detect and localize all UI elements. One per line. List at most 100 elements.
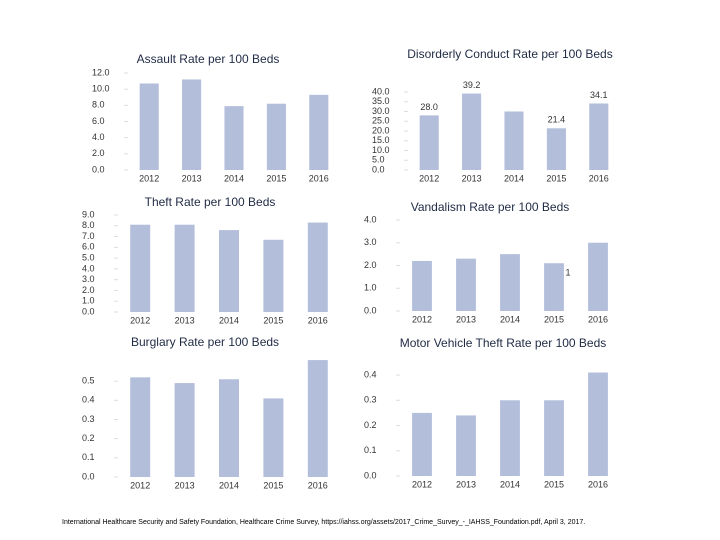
- x-tick-label: 2013: [456, 314, 476, 324]
- chart-title: Assault Rate per 100 Beds: [137, 52, 280, 66]
- y-tick-label: 0.0: [82, 306, 95, 316]
- y-tick-label: 4.0: [82, 263, 95, 273]
- x-tick-label: 2014: [219, 480, 239, 490]
- annotation: 1: [565, 268, 570, 278]
- y-tick-label: 9.0: [82, 209, 95, 219]
- y-tick-label: 0.0: [364, 470, 377, 480]
- x-tick-label: 2015: [263, 315, 283, 325]
- y-tick-label: 4.0: [92, 132, 105, 142]
- y-tick-label: 12.0: [92, 67, 110, 77]
- x-tick-label: 2015: [546, 173, 566, 183]
- x-tick-label: 2014: [500, 314, 520, 324]
- x-tick-label: 2014: [500, 479, 520, 489]
- y-tick-label: 4.0: [364, 214, 377, 224]
- bar: [263, 398, 284, 477]
- x-tick-label: 2015: [263, 480, 283, 490]
- x-tick-label: 2014: [224, 173, 244, 183]
- data-label: 39.2: [463, 80, 481, 90]
- y-tick-label: 0.1: [364, 445, 377, 455]
- y-tick-label: 3.0: [82, 274, 95, 284]
- x-tick-label: 2012: [139, 173, 159, 183]
- x-tick-label: 2012: [412, 314, 432, 324]
- x-tick-label: 2016: [309, 173, 329, 183]
- x-tick-label: 2014: [504, 173, 524, 183]
- y-tick-label: 0.1: [82, 452, 95, 462]
- y-tick-label: 15.0: [372, 135, 390, 145]
- bar: [130, 224, 151, 312]
- bar: [307, 360, 328, 477]
- data-label: 21.4: [548, 115, 566, 125]
- y-tick-label: 0.2: [364, 420, 377, 430]
- y-tick-label: 0.0: [92, 164, 105, 174]
- y-tick-label: 8.0: [82, 220, 95, 230]
- y-tick-label: 2.0: [92, 148, 105, 158]
- bar: [224, 106, 244, 170]
- x-tick-label: 2015: [266, 173, 286, 183]
- y-tick-label: 5.0: [372, 155, 385, 165]
- bar: [462, 93, 482, 170]
- y-tick-label: 1.0: [364, 283, 377, 293]
- x-tick-label: 2016: [308, 315, 328, 325]
- y-tick-label: 0.3: [82, 414, 95, 424]
- chart-title: Motor Vehicle Theft Rate per 100 Beds: [400, 336, 607, 350]
- x-tick-label: 2013: [175, 480, 195, 490]
- bar: [588, 242, 608, 311]
- chart-title: Theft Rate per 100 Beds: [145, 195, 276, 209]
- x-tick-label: 2013: [182, 173, 202, 183]
- x-tick-label: 2012: [419, 173, 439, 183]
- y-tick-label: 7.0: [82, 231, 95, 241]
- y-tick-label: 20.0: [372, 125, 390, 135]
- x-tick-label: 2016: [588, 479, 608, 489]
- y-tick-label: 0.2: [82, 433, 95, 443]
- y-tick-label: 5.0: [82, 252, 95, 262]
- chart-title: Vandalism Rate per 100 Beds: [411, 200, 570, 214]
- y-tick-label: 0.0: [82, 471, 95, 481]
- bar: [130, 377, 151, 477]
- bar: [219, 379, 239, 477]
- bar: [589, 103, 609, 170]
- x-tick-label: 2013: [456, 479, 476, 489]
- y-tick-label: 35.0: [372, 96, 390, 106]
- y-tick-label: 10.0: [92, 84, 110, 94]
- y-tick-label: 6.0: [82, 242, 95, 252]
- bar: [546, 128, 566, 170]
- x-tick-label: 2015: [544, 314, 564, 324]
- y-tick-label: 10.0: [372, 145, 390, 155]
- bar: [307, 222, 328, 312]
- chart-title: Burglary Rate per 100 Beds: [131, 335, 279, 349]
- x-tick-label: 2012: [130, 315, 150, 325]
- bar: [412, 412, 432, 476]
- x-tick-label: 2012: [412, 479, 432, 489]
- y-tick-label: 8.0: [92, 100, 105, 110]
- y-tick-label: 1.0: [82, 296, 95, 306]
- y-tick-label: 40.0: [372, 86, 390, 96]
- x-tick-label: 2016: [589, 173, 609, 183]
- data-label: 28.0: [420, 102, 438, 112]
- bar: [219, 230, 239, 312]
- x-tick-label: 2012: [130, 480, 150, 490]
- x-tick-label: 2013: [462, 173, 482, 183]
- bar: [182, 79, 202, 170]
- y-tick-label: 6.0: [92, 116, 105, 126]
- bar: [419, 115, 439, 170]
- bar: [139, 83, 159, 170]
- y-tick-label: 0.0: [372, 164, 385, 174]
- y-tick-label: 2.0: [82, 285, 95, 295]
- x-tick-label: 2016: [308, 480, 328, 490]
- bar: [309, 94, 329, 170]
- y-tick-label: 30.0: [372, 106, 390, 116]
- bar: [174, 224, 195, 312]
- y-tick-label: 0.5: [82, 376, 95, 386]
- y-tick-label: 0.0: [364, 305, 377, 315]
- y-tick-label: 0.4: [82, 395, 95, 405]
- x-tick-label: 2013: [175, 315, 195, 325]
- data-label: 34.1: [590, 90, 608, 100]
- y-tick-label: 2.0: [364, 260, 377, 270]
- bar: [456, 415, 476, 476]
- footer: International Healthcare Security and Sa…: [62, 519, 585, 526]
- chart-title: Disorderly Conduct Rate per 100 Beds: [407, 47, 612, 61]
- bar: [544, 400, 564, 476]
- y-tick-label: 3.0: [364, 237, 377, 247]
- bar: [500, 254, 520, 311]
